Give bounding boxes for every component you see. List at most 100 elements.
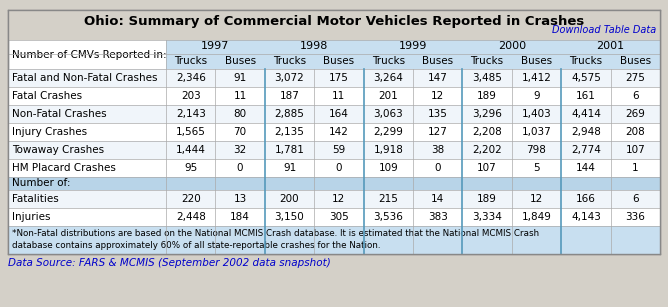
Text: 2,885: 2,885 bbox=[275, 109, 305, 119]
Text: 2000: 2000 bbox=[498, 41, 526, 51]
Text: 0: 0 bbox=[237, 163, 243, 173]
Text: 109: 109 bbox=[379, 163, 398, 173]
Text: Buses: Buses bbox=[224, 56, 256, 67]
Text: Trucks: Trucks bbox=[371, 56, 405, 67]
Text: 38: 38 bbox=[431, 145, 444, 155]
Text: 107: 107 bbox=[625, 145, 645, 155]
Text: 127: 127 bbox=[428, 127, 448, 137]
Text: 1,412: 1,412 bbox=[522, 73, 552, 83]
Text: 3,063: 3,063 bbox=[373, 109, 403, 119]
Text: HM Placard Crashes: HM Placard Crashes bbox=[12, 163, 116, 173]
Text: 2,202: 2,202 bbox=[472, 145, 502, 155]
Text: 215: 215 bbox=[378, 194, 398, 204]
Text: 12: 12 bbox=[431, 91, 444, 101]
Text: 166: 166 bbox=[576, 194, 596, 204]
Text: 2,143: 2,143 bbox=[176, 109, 206, 119]
Text: 1: 1 bbox=[632, 163, 639, 173]
Text: 187: 187 bbox=[280, 91, 299, 101]
Text: 3,072: 3,072 bbox=[275, 73, 305, 83]
Text: 95: 95 bbox=[184, 163, 197, 173]
Text: 383: 383 bbox=[428, 212, 448, 222]
Text: 175: 175 bbox=[329, 73, 349, 83]
Text: 2,299: 2,299 bbox=[373, 127, 403, 137]
Text: Non-Fatal Crashes: Non-Fatal Crashes bbox=[12, 109, 107, 119]
Text: Trucks: Trucks bbox=[470, 56, 504, 67]
Text: Fatal Crashes: Fatal Crashes bbox=[12, 91, 82, 101]
Text: 4,414: 4,414 bbox=[571, 109, 601, 119]
Text: Ohio: Summary of Commercial Motor Vehicles Reported in Crashes: Ohio: Summary of Commercial Motor Vehicl… bbox=[84, 15, 584, 29]
Bar bbox=[8, 10, 660, 254]
Bar bbox=[8, 141, 660, 159]
Text: 91: 91 bbox=[283, 163, 296, 173]
Text: 107: 107 bbox=[477, 163, 497, 173]
Text: database contains approximately 60% of all state-reportable crashes for the Nati: database contains approximately 60% of a… bbox=[12, 242, 381, 251]
Text: Fatalities: Fatalities bbox=[12, 194, 59, 204]
Text: 1,403: 1,403 bbox=[522, 109, 551, 119]
Text: 12: 12 bbox=[530, 194, 543, 204]
Text: 13: 13 bbox=[234, 194, 246, 204]
Text: Injury Crashes: Injury Crashes bbox=[12, 127, 87, 137]
Text: 203: 203 bbox=[181, 91, 200, 101]
Text: 3,536: 3,536 bbox=[373, 212, 403, 222]
Text: 1,918: 1,918 bbox=[373, 145, 403, 155]
Text: Fatal and Non-Fatal Crashes: Fatal and Non-Fatal Crashes bbox=[12, 73, 158, 83]
Bar bbox=[8, 177, 660, 190]
Text: 2,208: 2,208 bbox=[472, 127, 502, 137]
Text: 269: 269 bbox=[625, 109, 645, 119]
Text: 70: 70 bbox=[234, 127, 246, 137]
Text: 3,296: 3,296 bbox=[472, 109, 502, 119]
Text: 147: 147 bbox=[428, 73, 448, 83]
Bar bbox=[8, 69, 660, 87]
Text: Buses: Buses bbox=[323, 56, 355, 67]
Text: Data Source: FARS & MCMIS (September 2002 data snapshot): Data Source: FARS & MCMIS (September 200… bbox=[8, 258, 331, 268]
Text: 1,849: 1,849 bbox=[522, 212, 552, 222]
Text: 220: 220 bbox=[181, 194, 200, 204]
Text: 11: 11 bbox=[332, 91, 345, 101]
Text: 305: 305 bbox=[329, 212, 349, 222]
Text: Trucks: Trucks bbox=[273, 56, 306, 67]
Bar bbox=[8, 190, 660, 208]
Text: 275: 275 bbox=[625, 73, 645, 83]
Text: 4,143: 4,143 bbox=[571, 212, 601, 222]
Text: 2,346: 2,346 bbox=[176, 73, 206, 83]
Text: 3,264: 3,264 bbox=[373, 73, 403, 83]
Text: 11: 11 bbox=[234, 91, 246, 101]
Text: 336: 336 bbox=[625, 212, 645, 222]
Text: 91: 91 bbox=[234, 73, 246, 83]
Bar bbox=[8, 226, 660, 254]
Text: 144: 144 bbox=[576, 163, 596, 173]
Bar bbox=[8, 10, 660, 40]
Text: 189: 189 bbox=[477, 91, 497, 101]
Text: Download Table Data: Download Table Data bbox=[552, 25, 656, 35]
Bar bbox=[8, 159, 660, 177]
Text: 9: 9 bbox=[533, 91, 540, 101]
Text: 1,565: 1,565 bbox=[176, 127, 206, 137]
Text: 200: 200 bbox=[280, 194, 299, 204]
Text: 3,334: 3,334 bbox=[472, 212, 502, 222]
Text: 80: 80 bbox=[234, 109, 246, 119]
Text: 1998: 1998 bbox=[300, 41, 329, 51]
Text: 6: 6 bbox=[632, 91, 639, 101]
Text: 0: 0 bbox=[434, 163, 441, 173]
Text: 798: 798 bbox=[526, 145, 546, 155]
Text: Buses: Buses bbox=[521, 56, 552, 67]
Text: 1999: 1999 bbox=[399, 41, 428, 51]
Text: 2,948: 2,948 bbox=[571, 127, 601, 137]
Text: *Non-Fatal distributions are based on the National MCMIS Crash database. It is e: *Non-Fatal distributions are based on th… bbox=[12, 230, 539, 239]
Text: 1,781: 1,781 bbox=[275, 145, 305, 155]
Text: Buses: Buses bbox=[620, 56, 651, 67]
Text: 189: 189 bbox=[477, 194, 497, 204]
Text: 2,774: 2,774 bbox=[571, 145, 601, 155]
Text: Number of:: Number of: bbox=[12, 178, 71, 188]
Text: Injuries: Injuries bbox=[12, 212, 51, 222]
Bar bbox=[8, 105, 660, 123]
Text: 2,135: 2,135 bbox=[275, 127, 305, 137]
Text: 3,150: 3,150 bbox=[275, 212, 305, 222]
Bar bbox=[8, 87, 660, 105]
Bar bbox=[166, 40, 660, 69]
Text: 1,037: 1,037 bbox=[522, 127, 551, 137]
Text: 4,575: 4,575 bbox=[571, 73, 601, 83]
Bar bbox=[8, 123, 660, 141]
Text: 14: 14 bbox=[431, 194, 444, 204]
Text: Number of CMVs Reported in:: Number of CMVs Reported in: bbox=[12, 49, 166, 60]
